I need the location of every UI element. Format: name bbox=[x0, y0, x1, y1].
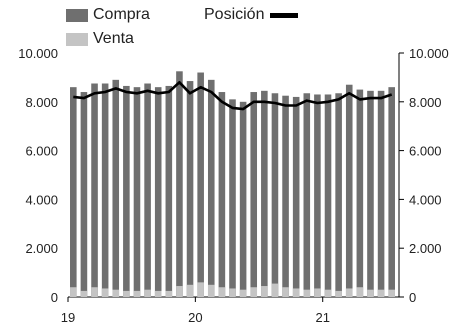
venta-bar bbox=[80, 290, 88, 297]
compra-bar bbox=[176, 71, 183, 297]
compra-bar bbox=[91, 83, 98, 297]
compra-bar bbox=[324, 94, 332, 297]
x-tick-label: 21 bbox=[315, 310, 329, 325]
venta-bar bbox=[197, 282, 204, 297]
venta-bar bbox=[229, 288, 236, 297]
compra-series bbox=[70, 71, 395, 298]
venta-bar bbox=[112, 289, 120, 297]
compra-bar bbox=[335, 93, 342, 297]
venta-bar bbox=[218, 287, 226, 297]
venta-bar bbox=[123, 290, 130, 297]
y-left-tick-label: 2.000 bbox=[25, 241, 58, 256]
compra-bar bbox=[229, 99, 236, 297]
compra-bar bbox=[101, 83, 109, 297]
x-tick-label: 20 bbox=[188, 310, 202, 325]
x-tick-label: 19 bbox=[61, 310, 75, 325]
venta-bar bbox=[70, 287, 77, 297]
y-right-tick-label: 6.000 bbox=[409, 144, 442, 159]
y-right-tick-label: 2.000 bbox=[409, 241, 442, 256]
posicion-line bbox=[73, 81, 393, 111]
compra-bar bbox=[207, 79, 215, 297]
tick-labels: 0 2.000 4.000 6.000 8.000 10.000 0 2.000 4.000 6.… bbox=[18, 46, 449, 325]
venta-bar bbox=[176, 286, 183, 297]
venta-bar bbox=[186, 284, 194, 297]
compra-bar bbox=[356, 89, 364, 297]
y-right-tick-label: 0 bbox=[409, 290, 416, 305]
compra-bar bbox=[303, 93, 311, 297]
venta-bar bbox=[239, 289, 247, 297]
legend-posicion: Posición bbox=[204, 6, 299, 24]
venta-series bbox=[70, 282, 395, 297]
legend-compra-swatch bbox=[66, 8, 88, 22]
venta-bar bbox=[356, 287, 364, 297]
compra-bar bbox=[80, 92, 88, 297]
y-right-tick-label: 4.000 bbox=[409, 192, 442, 207]
venta-bar bbox=[282, 287, 289, 297]
legend-posicion-swatch bbox=[270, 12, 299, 18]
venta-bar bbox=[207, 284, 215, 297]
compra-bar bbox=[186, 81, 194, 297]
venta-bar bbox=[367, 289, 374, 297]
venta-bar bbox=[144, 289, 151, 297]
legend-compra: Compra bbox=[66, 6, 150, 24]
venta-bar bbox=[388, 289, 395, 297]
venta-bar bbox=[292, 288, 300, 297]
compra-bar bbox=[144, 83, 151, 297]
compra-bar bbox=[345, 84, 353, 297]
compra-bar bbox=[314, 94, 321, 297]
compra-bar bbox=[133, 87, 141, 297]
legend-posicion-label: Posición bbox=[204, 6, 265, 23]
y-left-tick-label: 4.000 bbox=[25, 192, 58, 207]
y-left-tick-label: 0 bbox=[51, 290, 58, 305]
venta-bar bbox=[261, 286, 268, 297]
venta-bar bbox=[133, 290, 141, 297]
compra-bar bbox=[271, 93, 279, 297]
compra-bar bbox=[261, 90, 268, 297]
compra-bar bbox=[388, 87, 395, 297]
venta-bar bbox=[377, 289, 385, 297]
compra-bar bbox=[165, 85, 173, 297]
legend-venta-swatch bbox=[66, 32, 88, 46]
compra-bar bbox=[197, 72, 204, 298]
compra-bar bbox=[292, 96, 300, 297]
legend-compra-label: Compra bbox=[93, 6, 150, 23]
y-left-tick-label: 6.000 bbox=[25, 144, 58, 159]
compra-bar bbox=[250, 92, 258, 297]
compra-bar bbox=[112, 79, 120, 297]
venta-bar bbox=[271, 283, 279, 297]
compra-bar bbox=[377, 90, 385, 297]
venta-bar bbox=[314, 288, 321, 297]
legend-venta-label: Venta bbox=[93, 30, 134, 47]
compra-bar bbox=[123, 85, 130, 297]
compra-bar bbox=[367, 90, 374, 297]
compra-bar bbox=[282, 95, 289, 297]
venta-bar bbox=[91, 287, 98, 297]
venta-bar bbox=[101, 288, 109, 297]
compra-bar bbox=[218, 92, 226, 297]
y-right-tick-label: 8.000 bbox=[409, 95, 442, 110]
venta-bar bbox=[154, 290, 162, 297]
compra-bar bbox=[239, 101, 247, 297]
venta-bar bbox=[303, 289, 311, 297]
compra-bar bbox=[70, 87, 77, 297]
venta-bar bbox=[165, 290, 173, 297]
venta-bar bbox=[250, 287, 258, 297]
y-left-tick-label: 8.000 bbox=[25, 95, 58, 110]
compra-bar bbox=[154, 87, 162, 297]
venta-bar bbox=[335, 290, 342, 297]
venta-bar bbox=[345, 288, 353, 297]
y-right-tick-label: 10.000 bbox=[409, 46, 449, 61]
y-left-tick-label: 10.000 bbox=[18, 46, 58, 61]
venta-bar bbox=[324, 289, 332, 297]
posicion-series bbox=[73, 81, 393, 111]
legend-venta: Venta bbox=[66, 30, 134, 48]
